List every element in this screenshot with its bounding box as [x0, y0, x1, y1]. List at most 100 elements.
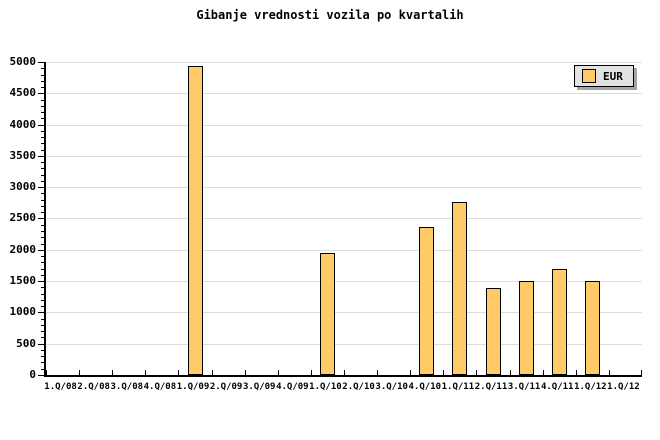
y-axis-tick	[38, 62, 44, 63]
plot-area	[38, 62, 642, 377]
x-axis-label: 3.Q/09	[242, 382, 276, 392]
bar	[486, 288, 501, 375]
y-minor-tick	[41, 118, 44, 119]
bar	[552, 269, 567, 375]
x-axis-label: 3.Q/08	[110, 382, 144, 392]
x-axis-label: 1.Q/09	[176, 382, 210, 392]
x-axis-label: 1.Q/12	[574, 382, 607, 392]
y-minor-tick	[41, 75, 44, 76]
y-minor-tick	[41, 150, 44, 151]
bar	[419, 227, 434, 375]
y-axis-tick	[38, 344, 44, 345]
y-minor-tick	[41, 206, 44, 207]
y-axis-label: 1000	[9, 305, 37, 318]
y-minor-tick	[41, 287, 44, 288]
y-minor-tick	[41, 168, 44, 169]
bar	[519, 281, 534, 375]
y-axis-label: 500	[16, 337, 36, 350]
y-minor-tick	[41, 237, 44, 238]
y-minor-tick	[41, 68, 44, 69]
y-axis-label: 2000	[9, 243, 37, 256]
x-axis-label: 3.Q/10	[375, 382, 408, 392]
x-axis-tick	[278, 370, 279, 375]
x-axis-label: 2.Q/11	[474, 382, 508, 392]
x-axis-tick	[178, 370, 179, 375]
y-axis-label: 1500	[9, 274, 37, 287]
bar	[188, 66, 203, 375]
y-minor-tick	[41, 269, 44, 270]
y-minor-tick	[41, 294, 44, 295]
x-axis-label: 1.Q/08	[44, 382, 77, 392]
y-axis-label: 4000	[9, 118, 37, 131]
y-minor-tick	[41, 137, 44, 138]
grid-line	[46, 187, 642, 188]
x-axis-tick	[377, 370, 378, 375]
y-minor-tick	[41, 300, 44, 301]
y-minor-tick	[41, 212, 44, 213]
y-minor-tick	[41, 175, 44, 176]
x-axis-tick	[311, 370, 312, 375]
x-axis-label: 2.Q/09	[209, 382, 243, 392]
y-axis-label: 3500	[9, 149, 37, 162]
chart-title: Gibanje vrednosti vozila po kvartalih	[196, 8, 464, 22]
bar	[585, 281, 600, 375]
y-minor-tick	[41, 225, 44, 226]
y-minor-tick	[41, 100, 44, 101]
x-axis-label: 4.Q/10	[408, 382, 442, 392]
y-minor-tick	[41, 325, 44, 326]
y-minor-tick	[41, 81, 44, 82]
y-axis-label: 2500	[9, 211, 37, 224]
y-axis-label: 4500	[9, 86, 37, 99]
x-axis-tick	[576, 370, 577, 375]
y-minor-tick	[41, 131, 44, 132]
y-axis-tick	[38, 250, 44, 251]
x-axis-label: 4.Q/08	[143, 382, 177, 392]
y-minor-tick	[41, 306, 44, 307]
x-axis-label: 4.Q/09	[276, 382, 309, 392]
y-minor-tick	[41, 87, 44, 88]
y-minor-tick	[41, 337, 44, 338]
y-minor-tick	[41, 200, 44, 201]
x-axis-tick	[145, 370, 146, 375]
y-minor-tick	[41, 112, 44, 113]
grid-line	[46, 93, 642, 94]
x-axis-label: 2.Q/10	[342, 382, 375, 392]
grid-line	[46, 250, 642, 251]
y-axis-tick	[38, 156, 44, 157]
legend-swatch	[582, 69, 596, 83]
y-axis-tick	[38, 187, 44, 188]
grid-line	[46, 156, 642, 157]
x-axis-tick	[609, 370, 610, 375]
x-axis-label: 3.Q/11	[507, 382, 541, 392]
y-axis-tick	[38, 375, 44, 376]
y-minor-tick	[41, 331, 44, 332]
x-axis-label: 1.Q/11	[441, 382, 475, 392]
grid-line	[46, 281, 642, 282]
y-minor-tick	[41, 256, 44, 257]
y-axis-tick	[38, 312, 44, 313]
grid-line	[46, 125, 642, 126]
grid-line	[46, 312, 642, 313]
x-axis-tick	[641, 370, 642, 375]
y-minor-tick	[41, 275, 44, 276]
y-minor-tick	[41, 262, 44, 263]
y-minor-tick	[41, 143, 44, 144]
y-minor-tick	[41, 231, 44, 232]
x-axis-label: 1.Q/12	[607, 382, 640, 392]
y-minor-tick	[41, 350, 44, 351]
x-axis-label: 1.Q/10	[309, 382, 342, 392]
x-axis-tick	[410, 370, 411, 375]
y-minor-tick	[41, 319, 44, 320]
bar	[452, 202, 467, 375]
y-axis-tick	[38, 281, 44, 282]
grid-line	[46, 344, 642, 345]
grid-line	[46, 62, 642, 63]
x-axis-tick	[510, 370, 511, 375]
y-axis-tick	[38, 93, 44, 94]
x-axis-tick	[344, 370, 345, 375]
bar	[320, 253, 335, 375]
grid-line	[46, 218, 642, 219]
x-axis-tick	[476, 370, 477, 375]
legend-label: EUR	[603, 69, 623, 83]
